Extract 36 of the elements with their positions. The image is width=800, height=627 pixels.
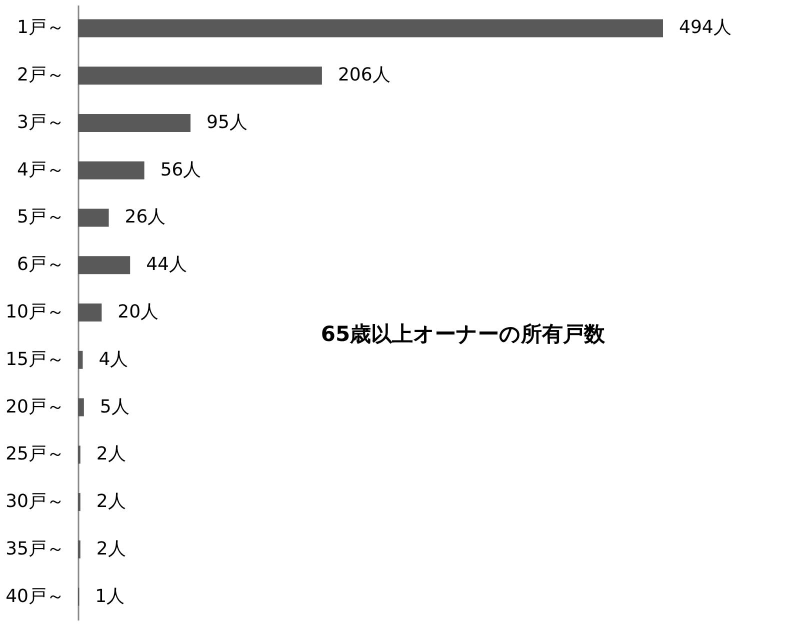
y-tick-label: 1戸～ (17, 17, 64, 38)
y-tick-label: 40戸～ (6, 586, 64, 607)
y-tick-label: 5戸～ (17, 206, 64, 228)
y-tick-label: 30戸～ (6, 491, 64, 512)
bar (78, 66, 322, 85)
y-tick-label: 3戸～ (17, 112, 64, 133)
y-tick-label: 10戸～ (6, 302, 64, 322)
data-label: 95人 (206, 112, 248, 133)
y-tick-label: 4戸～ (17, 159, 64, 180)
data-label: 2人 (96, 538, 126, 560)
y-tick-label: 25戸～ (6, 444, 64, 465)
data-label: 494人 (679, 17, 732, 38)
bar (78, 114, 190, 132)
y-tick-label: 35戸～ (6, 538, 64, 560)
text: 65歳以上オーナーの所有戸数 (320, 322, 606, 346)
y-tick-label: 15戸～ (6, 348, 64, 370)
y-tick-label: 20戸～ (6, 396, 64, 418)
bar (78, 256, 130, 274)
data-label: 1人 (95, 586, 125, 607)
data-label: 44人 (146, 254, 188, 276)
data-label: 20人 (118, 302, 159, 322)
data-label: 56人 (160, 159, 202, 180)
bar (78, 350, 83, 369)
bar (78, 161, 144, 180)
data-label: 206人 (338, 64, 390, 86)
data-label: 2人 (96, 444, 126, 465)
bar (78, 398, 84, 416)
bar (78, 19, 663, 38)
data-label: 5人 (100, 396, 130, 418)
bar (78, 208, 109, 227)
data-label: 2人 (96, 491, 126, 512)
data-label: 4人 (98, 348, 128, 370)
bar (78, 304, 102, 322)
data-label: 26人 (124, 206, 166, 228)
y-tick-label: 6戸～ (17, 254, 64, 276)
y-tick-label: 2戸～ (17, 64, 64, 86)
